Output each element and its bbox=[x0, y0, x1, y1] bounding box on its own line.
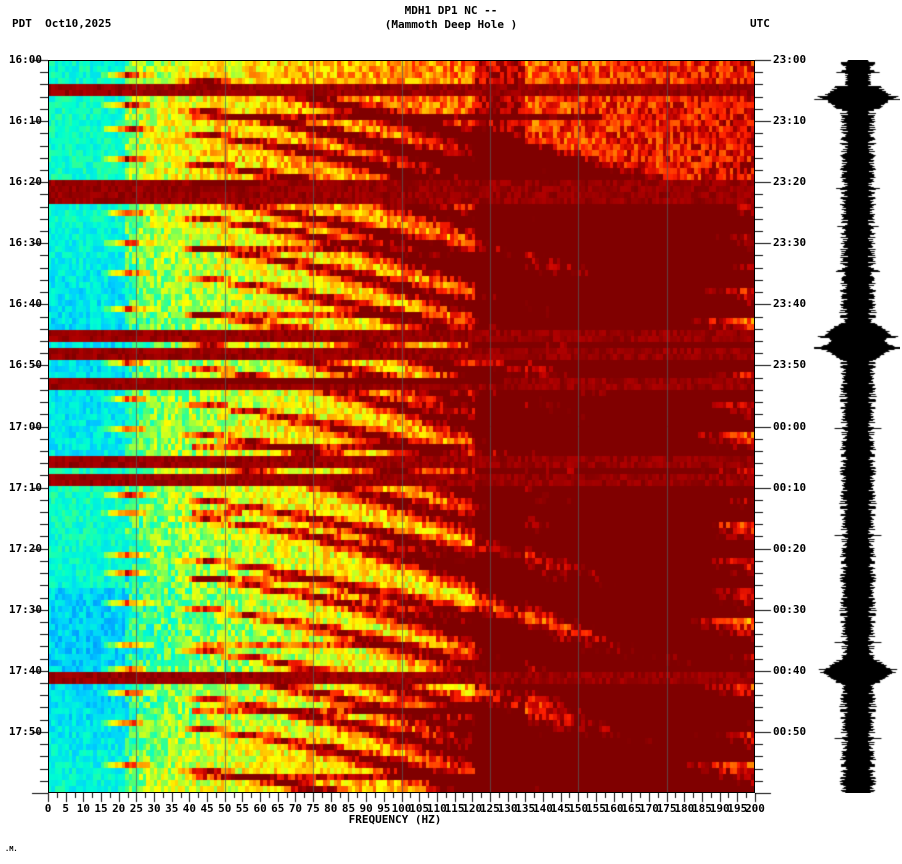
frequency-label: 190 bbox=[709, 802, 730, 815]
frequency-label: 140 bbox=[532, 802, 553, 815]
corner-mark: .M. bbox=[5, 845, 18, 853]
frequency-label: 50 bbox=[218, 802, 232, 815]
frequency-label: 120 bbox=[462, 802, 483, 815]
station-name-title: (Mammoth Deep Hole ) bbox=[384, 18, 518, 31]
frequency-label: 25 bbox=[129, 802, 143, 815]
frequency-label: 195 bbox=[727, 802, 748, 815]
frequency-label: 60 bbox=[253, 802, 267, 815]
time-label-pdt: 17:10 bbox=[8, 480, 42, 494]
header-timezone-date: PDT Oct10,2025 bbox=[12, 17, 112, 30]
frequency-label: 90 bbox=[359, 802, 373, 815]
frequency-label: 105 bbox=[409, 802, 430, 815]
page-title: MDH1 DP1 NC -- (Mammoth Deep Hole ) bbox=[0, 4, 902, 32]
frequency-axis-ticks bbox=[40, 793, 770, 805]
frequency-label: 100 bbox=[391, 802, 412, 815]
time-label-utc: 00:50 bbox=[773, 724, 807, 738]
frequency-label: 170 bbox=[639, 802, 659, 815]
frequency-label: 15 bbox=[94, 802, 108, 815]
frequency-label: 125 bbox=[479, 802, 500, 815]
time-label-utc: 23:10 bbox=[773, 114, 807, 128]
time-axis-left-ticks bbox=[28, 52, 48, 801]
frequency-label: 80 bbox=[324, 802, 338, 815]
frequency-label: 45 bbox=[200, 802, 214, 815]
frequency-label: 130 bbox=[497, 802, 518, 815]
time-label-pdt: 16:10 bbox=[8, 114, 42, 128]
frequency-label: 135 bbox=[515, 802, 536, 815]
time-label-utc: 00:00 bbox=[773, 419, 807, 433]
frequency-label: 10 bbox=[76, 802, 90, 815]
time-label-utc: 00:30 bbox=[773, 602, 807, 616]
time-label-pdt: 17:50 bbox=[8, 724, 42, 738]
frequency-label: 95 bbox=[377, 802, 391, 815]
frequency-label: 55 bbox=[235, 802, 250, 815]
frequency-label: 115 bbox=[444, 802, 465, 815]
frequency-label: 150 bbox=[568, 802, 589, 815]
frequency-label: 160 bbox=[603, 802, 624, 815]
time-label-pdt: 16:00 bbox=[8, 53, 42, 66]
spectrogram-image[interactable] bbox=[48, 60, 755, 793]
frequency-axis-title: FREQUENCY (HZ) bbox=[348, 813, 442, 826]
station-code-title: MDH1 DP1 NC -- bbox=[404, 4, 498, 17]
frequency-label: 0 bbox=[44, 802, 52, 815]
frequency-label: 175 bbox=[656, 802, 677, 815]
time-label-pdt: 16:30 bbox=[8, 236, 42, 250]
time-label-pdt: 16:40 bbox=[8, 297, 42, 311]
time-label-pdt: 16:50 bbox=[8, 358, 42, 372]
time-label-pdt: 17:40 bbox=[8, 663, 42, 677]
frequency-label: 145 bbox=[550, 802, 571, 815]
frequency-label: 185 bbox=[692, 802, 712, 815]
spectrogram-plot-area[interactable] bbox=[48, 60, 755, 793]
time-label-utc: 00:20 bbox=[773, 541, 807, 555]
time-label-utc: 23:50 bbox=[773, 358, 807, 372]
frequency-label: 35 bbox=[165, 802, 179, 815]
seismogram-trace bbox=[812, 60, 900, 793]
time-label-pdt: 17:20 bbox=[8, 541, 42, 555]
time-label-utc: 23:30 bbox=[773, 236, 807, 250]
frequency-label: 75 bbox=[306, 802, 320, 815]
time-label-utc: 00:40 bbox=[773, 663, 807, 677]
frequency-label: 5 bbox=[62, 802, 69, 815]
time-label-utc: 23:40 bbox=[773, 297, 807, 311]
header-utc-label: UTC bbox=[750, 17, 770, 30]
time-label-pdt: 17:30 bbox=[8, 602, 42, 616]
time-label-utc: 23:20 bbox=[773, 175, 807, 189]
frequency-label: 200 bbox=[745, 802, 765, 815]
frequency-label: 110 bbox=[426, 802, 447, 815]
frequency-label: 155 bbox=[585, 802, 606, 815]
frequency-label: 85 bbox=[341, 802, 356, 815]
frequency-label: 165 bbox=[621, 802, 642, 815]
frequency-label: 40 bbox=[182, 802, 197, 815]
frequency-label: 65 bbox=[271, 802, 285, 815]
frequency-label: 180 bbox=[674, 802, 695, 815]
frequency-label: 70 bbox=[288, 802, 303, 815]
time-label-utc: 23:00 bbox=[773, 53, 807, 66]
time-label-pdt: 17:00 bbox=[8, 419, 42, 433]
time-axis-right-ticks bbox=[755, 52, 775, 801]
frequency-label: 30 bbox=[147, 802, 161, 815]
time-label-utc: 00:10 bbox=[773, 480, 807, 494]
time-label-pdt: 16:20 bbox=[8, 175, 42, 189]
frequency-label: 20 bbox=[112, 802, 126, 815]
